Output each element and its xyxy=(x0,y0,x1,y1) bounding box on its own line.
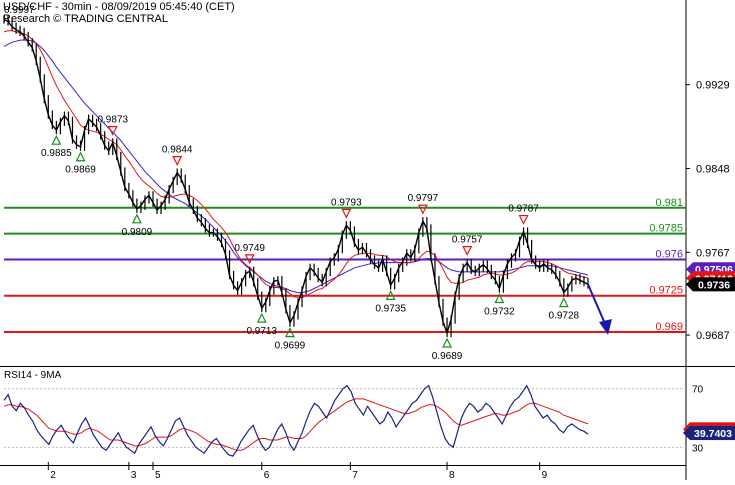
high-marker-triangle xyxy=(417,204,428,215)
x-tick-label: 2 xyxy=(50,470,56,480)
low-annotation-label: 0.9689 xyxy=(432,351,463,362)
price-box-pointer xyxy=(686,277,693,292)
rsi-ma-line xyxy=(3,398,589,451)
level-label-support: 0.9725 xyxy=(649,285,683,297)
high-marker-triangle xyxy=(462,246,473,256)
low-annotation-label: 0.9735 xyxy=(375,303,406,314)
high-marker-triangle xyxy=(518,214,529,225)
rsi-line xyxy=(3,384,589,457)
high-marker-triangle xyxy=(244,254,255,265)
chart-source: Research © TRADING CENTRAL xyxy=(3,13,168,25)
moving-average-blue-line xyxy=(3,39,589,294)
low-annotation-label: 0.9869 xyxy=(65,165,96,176)
x-tick-label: 6 xyxy=(264,470,270,480)
low-marker-triangle xyxy=(256,312,267,323)
forecast-arrow-head xyxy=(599,318,612,335)
x-tick-label: 7 xyxy=(352,470,358,480)
low-marker-triangle xyxy=(75,151,86,162)
low-annotation-label: 0.9809 xyxy=(122,227,153,238)
price-box-label: 0.9736 xyxy=(698,279,730,291)
high-annotation-label: 0.9757 xyxy=(452,235,483,246)
level-label-resistance: 0.9785 xyxy=(649,223,683,235)
top-price-label: 0.9997 xyxy=(4,5,35,16)
price-y-tick-label: 0.9929 xyxy=(696,80,730,92)
low-annotation-label: 0.9713 xyxy=(246,326,277,337)
rsi-value-box: 39.7403 xyxy=(683,426,735,441)
low-annotation-label: 0.9728 xyxy=(549,311,580,322)
chart-title: USD/CHF - 30min - 08/09/2019 05:45:40 (C… xyxy=(3,1,235,13)
rsi-y-tick-label: 30 xyxy=(692,443,704,454)
high-marker-triangle xyxy=(172,156,183,166)
low-marker-triangle xyxy=(131,213,142,224)
current-price-box: 0.9736 xyxy=(686,277,735,292)
high-annotation-label: 0.9844 xyxy=(162,145,193,156)
rsi-box-label: 39.7403 xyxy=(694,428,732,440)
high-annotation-label: 0.9797 xyxy=(408,193,439,204)
low-marker-triangle xyxy=(385,290,396,300)
price-box-pointer xyxy=(686,262,693,277)
low-annotation-label: 0.9699 xyxy=(275,341,306,352)
x-tick-label: 8 xyxy=(449,470,455,480)
rsi-title: RSI14 - 9MA xyxy=(4,370,62,381)
level-label-resistance: 0.981 xyxy=(655,197,683,209)
high-annotation-label: 0.9873 xyxy=(97,115,128,126)
high-annotation-label: 0.9749 xyxy=(234,243,265,254)
low-marker-triangle xyxy=(442,337,453,348)
rsi-y-tick-label: 70 xyxy=(692,385,704,396)
low-annotation-label: 0.9732 xyxy=(484,306,515,317)
rsi-box-bg xyxy=(690,426,735,441)
low-marker-triangle xyxy=(558,297,569,308)
level-label-pivot: 0.976 xyxy=(655,249,683,261)
x-tick-label: 3 xyxy=(131,470,137,480)
rsi-box-pointer xyxy=(683,426,690,441)
high-annotation-label: 0.9793 xyxy=(331,197,362,208)
price-box-bg xyxy=(693,277,735,292)
low-marker-triangle xyxy=(494,293,505,304)
level-label-support: 0.969 xyxy=(655,321,683,333)
high-marker-triangle xyxy=(107,125,118,136)
high-marker-triangle xyxy=(341,208,352,219)
low-marker-triangle xyxy=(284,327,295,338)
price-y-tick-label: 0.9687 xyxy=(696,330,730,342)
x-tick-label: 9 xyxy=(542,470,548,480)
high-annotation-label: 0.9787 xyxy=(508,204,539,215)
x-tick-label: 5 xyxy=(155,470,161,480)
low-annotation-label: 0.9885 xyxy=(41,148,72,159)
low-marker-triangle xyxy=(51,134,62,145)
price-y-tick-label: 0.9848 xyxy=(696,163,730,175)
forecast-arrow-shaft xyxy=(587,283,607,327)
price-y-tick-label: 0.9767 xyxy=(696,247,730,259)
price-line xyxy=(3,18,589,336)
